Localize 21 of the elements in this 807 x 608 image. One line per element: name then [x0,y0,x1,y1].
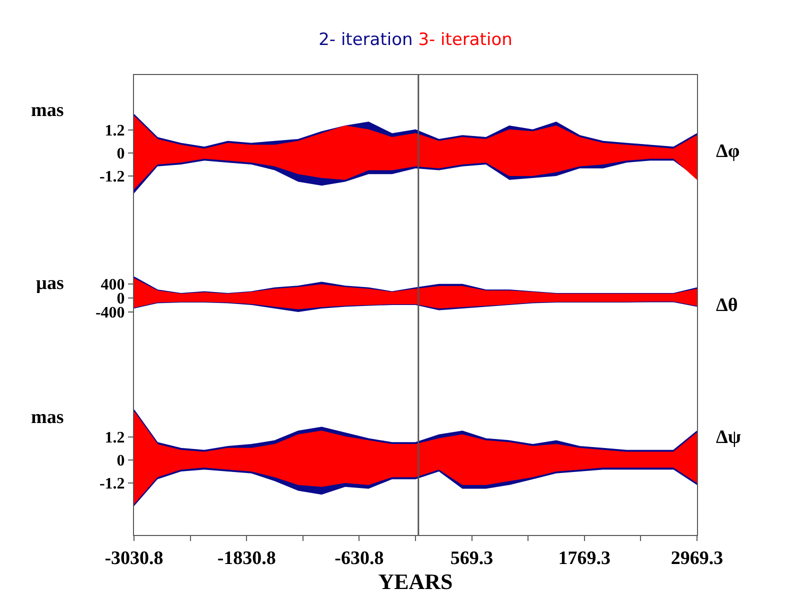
y-tick-label: 0 [116,146,125,163]
y2-axis-title: Δφ [716,141,740,162]
x-tick-label: -3030.8 [104,548,164,569]
y-tick-label: 1.2 [104,122,125,140]
x-tick-label: -1830.8 [217,548,276,569]
y2-axis-title: Δψ [716,427,741,448]
text: 2- iteration [318,30,413,50]
y-tick-label: 1.2 [104,429,125,446]
y-axis-title: mas [31,407,64,428]
x-axis-title: YEARS [378,568,453,594]
x-tick-label: 2969.3 [670,548,724,569]
x-tick-label: -630.8 [334,548,384,569]
y-tick-label: -1.2 [99,168,125,186]
y2-axis-title: Δθ [716,295,738,316]
y-tick-label: 0 [116,452,125,470]
x-tick-label: 569.3 [450,548,494,569]
y-axis-title: mas [31,100,64,121]
y-tick-label: -1.2 [99,476,125,493]
x-tick-label: 1769.3 [558,548,611,569]
y-axis-title: µas [36,273,64,294]
text: 3- iteration [418,30,512,50]
